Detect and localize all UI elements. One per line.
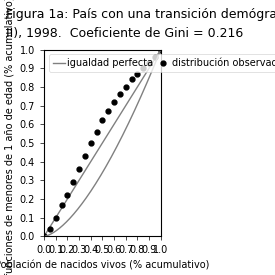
Text: Figura 1a: País con una transición demógrafica moderada (fase: Figura 1a: País con una transición demóg… (6, 8, 275, 21)
Legend: igualdad perfecta, distribución observada, mejor ajuste: igualdad perfecta, distribución observad… (49, 54, 275, 72)
Y-axis label: Defunciones de menores de 1 año de edad (% acumulativo): Defunciones de menores de 1 año de edad … (4, 0, 14, 275)
X-axis label: Población de nacidos vivos (% acumulativo): Población de nacidos vivos (% acumulativ… (0, 261, 210, 271)
Text: II), 1998.  Coeficiente de Gini = 0.216: II), 1998. Coeficiente de Gini = 0.216 (6, 28, 243, 40)
